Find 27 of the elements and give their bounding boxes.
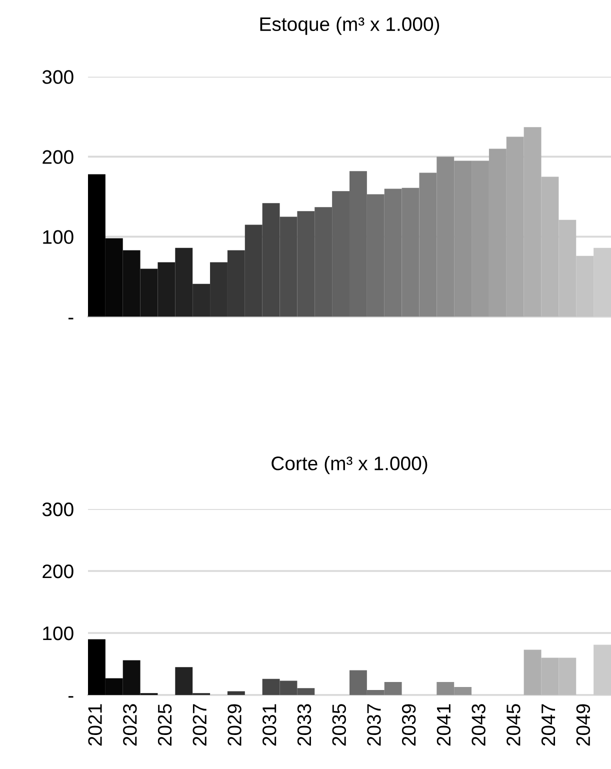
x-tick-label: 2049: [576, 704, 590, 746]
y-tick-label: 100: [43, 230, 74, 244]
bar: [227, 691, 245, 695]
x-tick-label: 2025: [158, 704, 172, 746]
y-tick-label: 300: [42, 70, 74, 84]
y-tick-label: -: [68, 696, 74, 698]
x-tick-label: 2033: [297, 704, 312, 746]
chart-title: Estoque (m³ x 1.000): [260, 16, 440, 35]
y-tick-label: -: [68, 318, 74, 320]
x-tick-label: 2027: [192, 704, 207, 746]
x-tick-label: 2041: [436, 704, 451, 746]
x-tick-label: 2029: [228, 704, 242, 746]
x-tick-label: 2021: [88, 704, 102, 746]
x-tick-label: 2039: [402, 704, 416, 746]
x-tick-label: 2047: [541, 704, 556, 746]
bar: [594, 644, 611, 695]
x-tick-label: 2031: [262, 704, 276, 746]
x-tick-label: 2023: [123, 704, 137, 746]
x-tick-label: 2043: [472, 704, 486, 746]
chart-title: Corte (m³ x 1.000): [272, 456, 428, 474]
x-tick-label: 2037: [367, 704, 381, 746]
y-tick-label: 300: [42, 502, 74, 516]
x-tick-label: 2035: [332, 704, 346, 746]
y-tick-label: 200: [42, 150, 74, 164]
y-tick-label: 200: [42, 564, 74, 578]
y-tick-label: 100: [43, 626, 74, 640]
x-tick-label: 2045: [506, 704, 520, 746]
